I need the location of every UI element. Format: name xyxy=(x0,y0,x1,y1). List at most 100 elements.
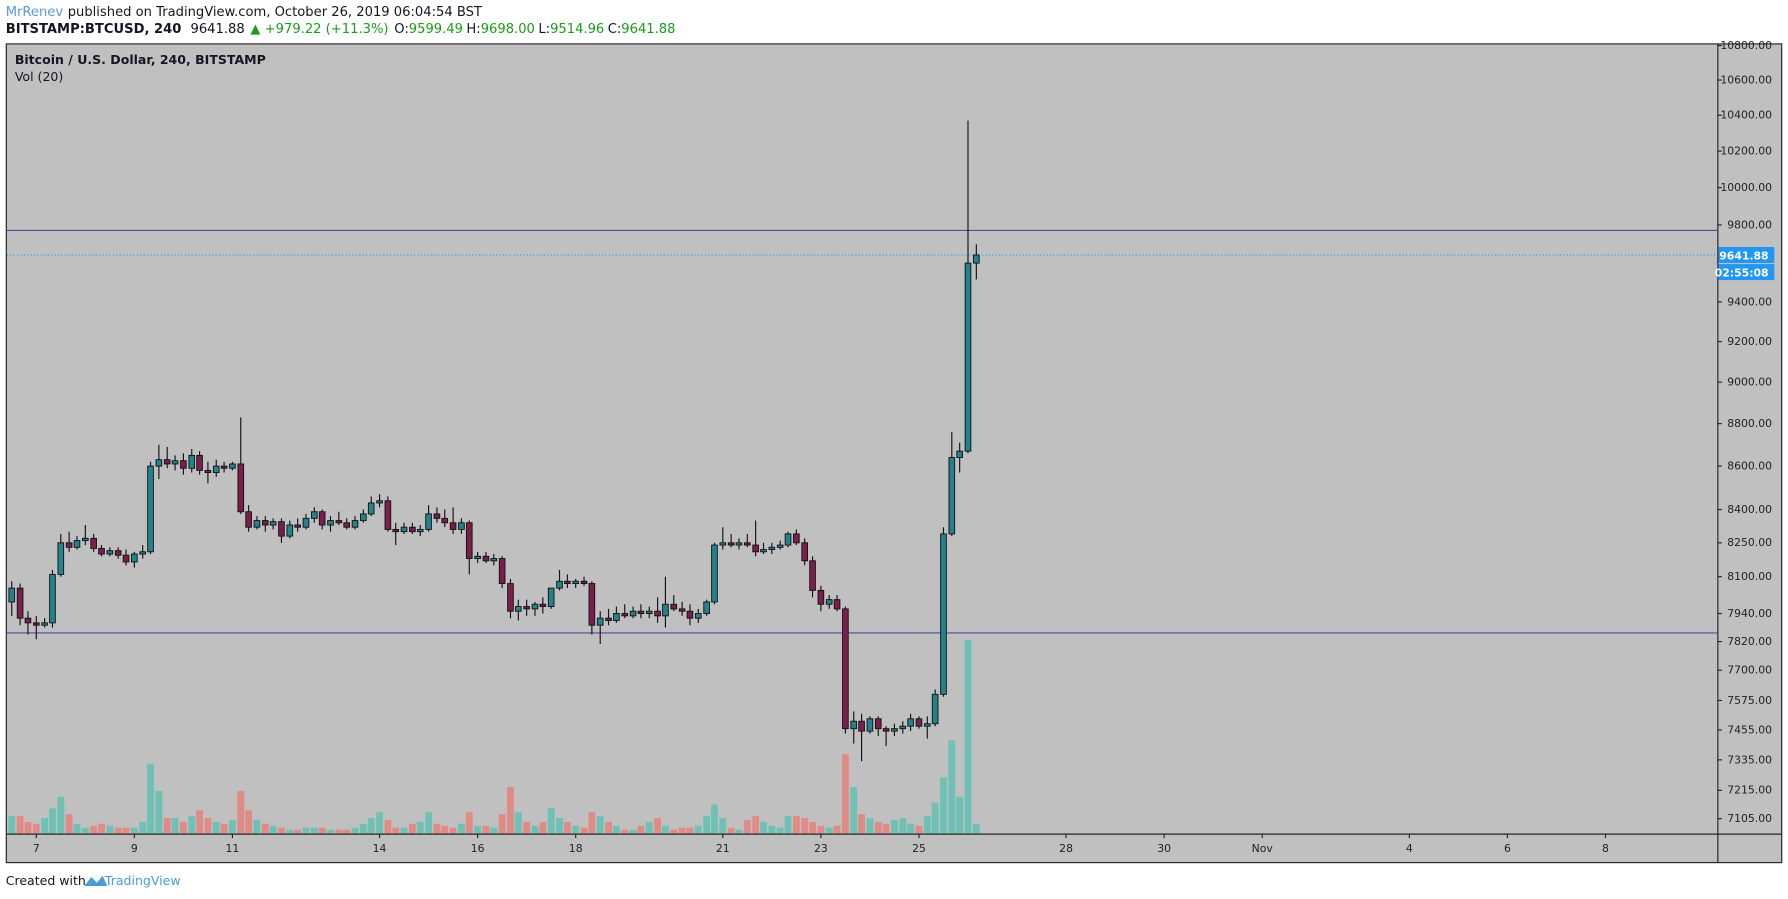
candle-body xyxy=(547,587,555,608)
candle-body xyxy=(294,524,301,528)
volume-bar xyxy=(931,802,939,834)
candle-body xyxy=(809,560,816,591)
candle-body xyxy=(114,550,122,556)
symbol: BITSTAMP:BTCUSD, 240 xyxy=(6,22,182,37)
volume-bar xyxy=(351,827,359,834)
candle-body xyxy=(409,526,416,533)
candle-body xyxy=(24,617,32,624)
candle-body xyxy=(694,613,702,619)
candle-body xyxy=(335,520,343,524)
volume-bar xyxy=(621,829,629,834)
candle-body xyxy=(482,555,490,562)
volume-bar xyxy=(972,823,980,834)
candle-body xyxy=(196,454,203,471)
volume-bar xyxy=(752,816,760,834)
volume-bar xyxy=(106,825,114,834)
candle-body xyxy=(621,613,629,617)
volume-bar xyxy=(588,812,596,834)
volume-bar xyxy=(686,827,694,834)
volume-bar xyxy=(155,790,163,834)
candle-body xyxy=(122,554,130,563)
volume-bar xyxy=(841,754,849,834)
y-tick-label: 10200.00 xyxy=(1720,145,1772,158)
volume-bar xyxy=(956,796,964,834)
candle-body xyxy=(229,463,236,469)
author[interactable]: MrRenev xyxy=(6,5,64,20)
volume-bar xyxy=(743,819,751,834)
candle-body xyxy=(703,601,710,614)
x-tick-label: 30 xyxy=(1157,842,1171,855)
candle-body xyxy=(507,583,514,612)
volume-bar xyxy=(719,818,727,834)
candle-body xyxy=(16,587,24,619)
volume-bar xyxy=(596,816,604,834)
y-tick-label: 7700.00 xyxy=(1727,664,1772,677)
candle-body xyxy=(727,542,735,546)
volume-bar xyxy=(269,825,277,834)
candle-body xyxy=(964,262,972,452)
candle-body xyxy=(629,610,637,617)
volume-bar xyxy=(237,790,245,834)
candle-body xyxy=(367,502,375,515)
volume-bar xyxy=(220,823,228,834)
volume-bar xyxy=(400,827,408,834)
candle-body xyxy=(752,544,759,553)
volume-bar xyxy=(940,777,947,834)
volume-bar xyxy=(792,816,800,834)
volume-bar xyxy=(229,819,236,834)
footer-text: Created with xyxy=(6,873,86,888)
candle-body xyxy=(188,454,196,469)
volume-bar xyxy=(392,827,400,834)
volume-bar xyxy=(768,825,776,834)
x-tick-label: 18 xyxy=(569,842,583,855)
volume-bar xyxy=(81,827,89,834)
volume-bar xyxy=(539,821,547,834)
change: ▲ +979.22 (+11.3%) xyxy=(250,22,388,37)
volume-bar xyxy=(490,827,498,834)
y-tick-label: 9800.00 xyxy=(1727,218,1772,231)
candle-body xyxy=(874,718,882,730)
candle-body xyxy=(842,608,849,730)
candle-body xyxy=(515,606,522,612)
y-tick-label: 8800.00 xyxy=(1727,417,1772,430)
x-tick-label: 9 xyxy=(131,842,138,855)
candle-body xyxy=(768,546,776,550)
candle-body xyxy=(286,524,294,537)
x-tick-label: 7 xyxy=(33,842,40,855)
candle-body xyxy=(662,603,669,617)
x-tick-label: 25 xyxy=(912,842,926,855)
candle-body xyxy=(343,522,350,528)
volume-bar xyxy=(948,740,956,834)
volume-bar xyxy=(41,818,49,834)
candle-body xyxy=(392,528,400,533)
volume-bar xyxy=(833,825,841,834)
candle-body xyxy=(498,558,506,584)
candle-body xyxy=(269,521,277,526)
plot: 10800.00 10600.00 10400.00 10200.00 10000.00… xyxy=(6,39,1772,855)
candle-body xyxy=(825,599,833,605)
ohlc-value: 9599.49 xyxy=(409,22,463,37)
volume-bar xyxy=(882,823,890,834)
volume-bar xyxy=(711,804,718,834)
candle-body xyxy=(915,718,923,727)
candle-body xyxy=(311,511,318,519)
candle-body xyxy=(637,610,645,614)
volume-bar xyxy=(703,816,711,834)
footer-brand[interactable]: TradingView xyxy=(104,873,181,888)
volume-bar xyxy=(572,825,580,834)
y-tick-label: 7940.00 xyxy=(1727,607,1772,620)
candle-body xyxy=(253,520,261,528)
candle-body xyxy=(490,558,498,562)
candle-body xyxy=(416,528,424,533)
volume-bar xyxy=(441,825,449,834)
y-tick-label: 9000.00 xyxy=(1727,376,1772,389)
candle-body xyxy=(891,728,898,732)
last-price-box xyxy=(1718,246,1775,263)
candle-body xyxy=(261,520,269,526)
candle-body xyxy=(65,542,73,548)
candle-body xyxy=(784,533,792,546)
volume-bar xyxy=(465,812,473,834)
volume-bar xyxy=(523,821,531,834)
volume-bar xyxy=(8,816,16,834)
candle-body xyxy=(793,533,800,544)
